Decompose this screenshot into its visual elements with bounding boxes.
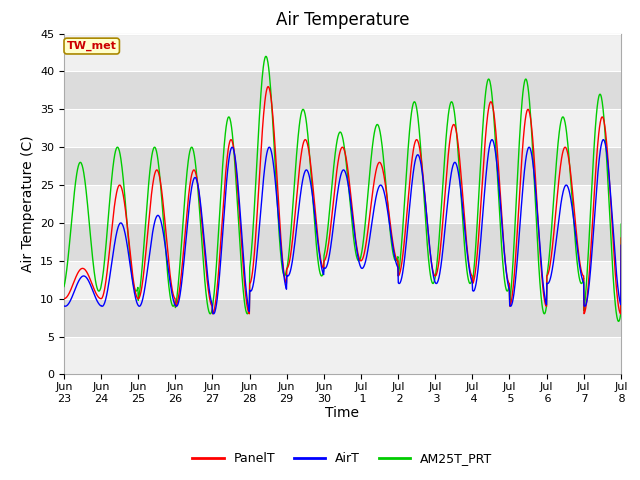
Bar	[64, 223, 621, 261]
Bar	[64, 109, 621, 147]
Bar	[64, 185, 621, 223]
Legend: PanelT, AirT, AM25T_PRT: PanelT, AirT, AM25T_PRT	[188, 447, 497, 470]
Bar	[64, 147, 621, 185]
Bar	[64, 261, 621, 299]
Bar	[64, 72, 621, 109]
Bar	[64, 299, 621, 336]
Bar	[64, 336, 621, 374]
Title: Air Temperature: Air Temperature	[276, 11, 409, 29]
X-axis label: Time: Time	[325, 407, 360, 420]
Text: TW_met: TW_met	[67, 41, 116, 51]
Y-axis label: Air Temperature (C): Air Temperature (C)	[20, 136, 35, 272]
Bar	[64, 34, 621, 72]
